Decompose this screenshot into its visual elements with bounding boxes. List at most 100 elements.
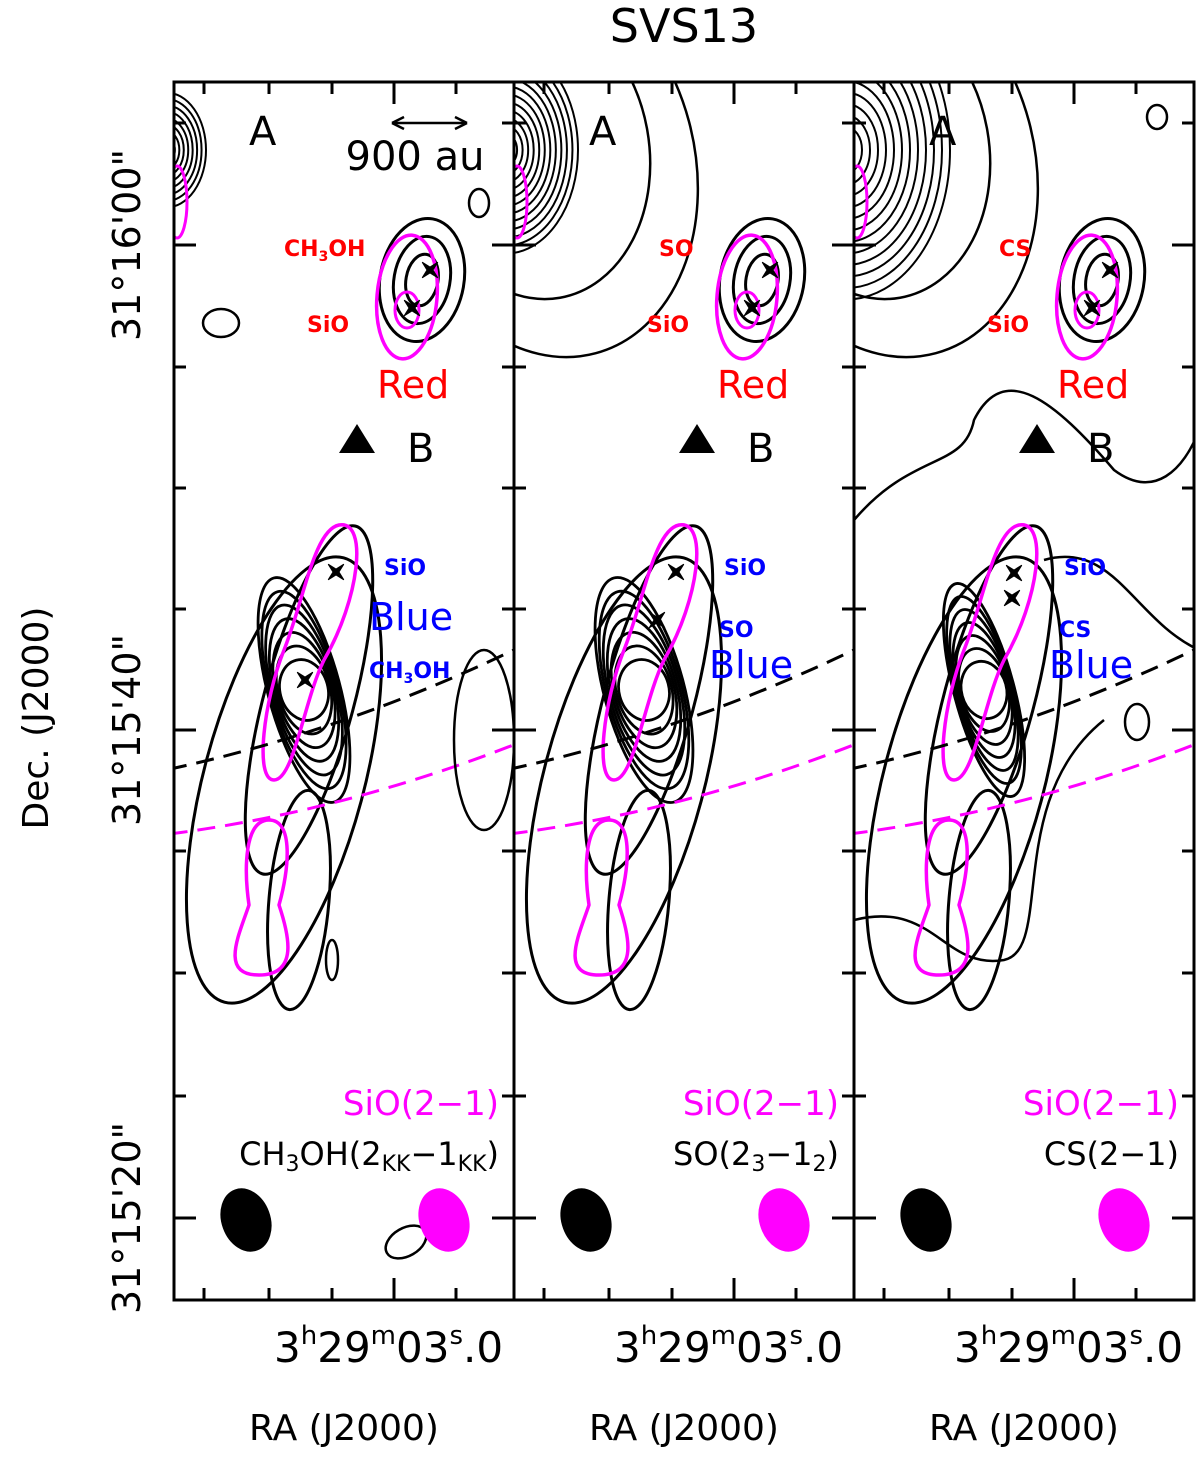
source-a-contour [174, 133, 181, 167]
source-b-triangle [679, 424, 715, 453]
x-tick-label-sup: h [641, 1321, 657, 1351]
red-lobe-contour [377, 217, 467, 343]
tracer-line-label-part: −1 [410, 1135, 457, 1173]
overlay-line-label: SiO(2−1) [1023, 1084, 1179, 1124]
overlay-line-label: SiO(2−1) [343, 1084, 499, 1124]
beam-ellipse-tracer [560, 1188, 612, 1252]
overlay-line-label: SiO(2−1) [683, 1084, 839, 1124]
x-axis-label: RA (J2000) [589, 1408, 779, 1449]
tracer-line-label-part: ) [487, 1135, 499, 1173]
blue-lobe-contour [617, 658, 671, 722]
emission-peak-marker [296, 671, 314, 689]
emission-peak-marker [648, 611, 666, 629]
panel-annotations-cs: ABRedBlueCSSiOSiOCSSiO(2−1)CS(2−1)3h29m0… [852, 80, 1196, 1449]
source-a-label: A [249, 109, 277, 155]
source-a-label: A [589, 109, 617, 155]
source-a-contour [854, 82, 919, 254]
sio-contour-red-lobe [393, 290, 421, 330]
x-tick-label-sup: s [789, 1321, 803, 1351]
tracer-line-label: SO(23−12) [673, 1135, 839, 1177]
map-panel-cs [854, 82, 1194, 1252]
map-panel-ch3oh [174, 92, 514, 1260]
y-tick-label: 31°15'20" [105, 1122, 149, 1314]
source-a-contour [174, 92, 207, 208]
source-a-contour [854, 82, 903, 231]
noise-contour [1145, 103, 1169, 131]
emission-peak-marker [1083, 299, 1101, 317]
x-tick-label-part: 29 [997, 1323, 1050, 1372]
x-tick-label-part: 3 [954, 1323, 981, 1372]
blue-lobe-contour [959, 659, 1009, 721]
sio-contour-blue-lobe [941, 523, 1039, 782]
blue-lobe-contour [613, 644, 675, 736]
source-a-contour [854, 82, 935, 277]
dashed-arc-magenta [174, 743, 514, 835]
blue-peak-label-sub: 3 [404, 671, 414, 687]
tracer-line-label-part: −1 [765, 1135, 812, 1173]
blue-lobe-contour [243, 524, 375, 876]
sio-contour-red-lobe [714, 233, 780, 361]
tracer-line-label-part: ) [827, 1135, 839, 1173]
emission-peak-marker [1003, 589, 1021, 607]
tracer-line-label: CS(2−1) [1044, 1135, 1179, 1173]
source-b-triangle [1019, 424, 1055, 453]
map-panel-so [514, 82, 854, 1252]
source-a-contour [854, 128, 863, 172]
sio-contour-source-a [854, 164, 869, 240]
source-a-contour [514, 137, 519, 163]
emission-peak-marker [761, 261, 779, 279]
y-tick-label: 31°15'40" [105, 634, 149, 826]
source-a-contour [514, 102, 541, 198]
red-peak-label: CH3OH [284, 237, 365, 265]
red-lobe-label: Red [717, 363, 789, 407]
x-tick-label-part: 3 [274, 1323, 301, 1372]
x-tick-label-part: 29 [657, 1323, 710, 1372]
blue-peak-label: SiO [384, 556, 426, 581]
source-b-triangle [339, 424, 375, 453]
x-tick-label: 3h29m03s.0 [954, 1321, 1183, 1372]
blue-lobe-tail-contour [606, 788, 672, 1012]
tracer-line-label-sub: 3 [751, 1152, 765, 1177]
blue-peak-label: SO [719, 618, 754, 643]
extended-emission-contour [854, 82, 1040, 359]
x-tick-label-sup: m [1051, 1321, 1076, 1351]
red-lobe-contour [731, 234, 793, 326]
blue-lobe-contour [605, 617, 683, 763]
source-a-contour [174, 99, 203, 201]
source-a-contour [854, 116, 871, 184]
source-a-contour [854, 82, 927, 266]
emission-peak-marker [743, 299, 761, 317]
source-b-label: B [407, 426, 434, 472]
source-a-contour [854, 82, 943, 289]
extended-emission-contour [514, 82, 700, 359]
x-axis-label: RA (J2000) [929, 1408, 1119, 1449]
panels: ABRedBlueCH3OHSiOSiOCH3OHSiO(2−1)CH3OH(2… [172, 80, 1196, 1449]
source-a-contour [514, 82, 557, 222]
x-tick-label-sup: m [371, 1321, 396, 1351]
x-tick-label-sup: m [711, 1321, 736, 1351]
extended-emission-contour [1043, 555, 1194, 649]
emission-peak-marker [667, 563, 685, 581]
x-tick-label-sup: s [449, 1321, 463, 1351]
blue-lobe-label: Blue [369, 595, 453, 639]
source-a-contour [514, 82, 563, 230]
sio-contour-source-a [514, 164, 529, 240]
beam-ellipse-tracer [220, 1188, 272, 1252]
scale-bar-label: 900 au [346, 134, 485, 180]
red-peak-label: SO [659, 237, 694, 262]
x-tick-label-part: .0 [463, 1323, 503, 1372]
x-tick-label-part: 03 [736, 1323, 789, 1372]
source-a-contour [854, 92, 887, 208]
red-peak-label-sub: 3 [319, 249, 329, 265]
extended-emission-contour [854, 389, 1194, 521]
source-a-contour [514, 82, 579, 254]
tracer-line-label-part: CH [239, 1135, 285, 1173]
source-a-contour [514, 119, 530, 181]
sio-contour-blue-lobe-tail [913, 818, 970, 977]
x-tick-label-sup: h [301, 1321, 317, 1351]
red-peak-label: CS [999, 237, 1031, 262]
beam-ellipse-sio [1098, 1188, 1150, 1252]
x-tick-label-part: 03 [1076, 1323, 1129, 1372]
sio-contour-blue-lobe-tail [233, 818, 290, 977]
x-tick-label: 3h29m03s.0 [274, 1321, 503, 1372]
